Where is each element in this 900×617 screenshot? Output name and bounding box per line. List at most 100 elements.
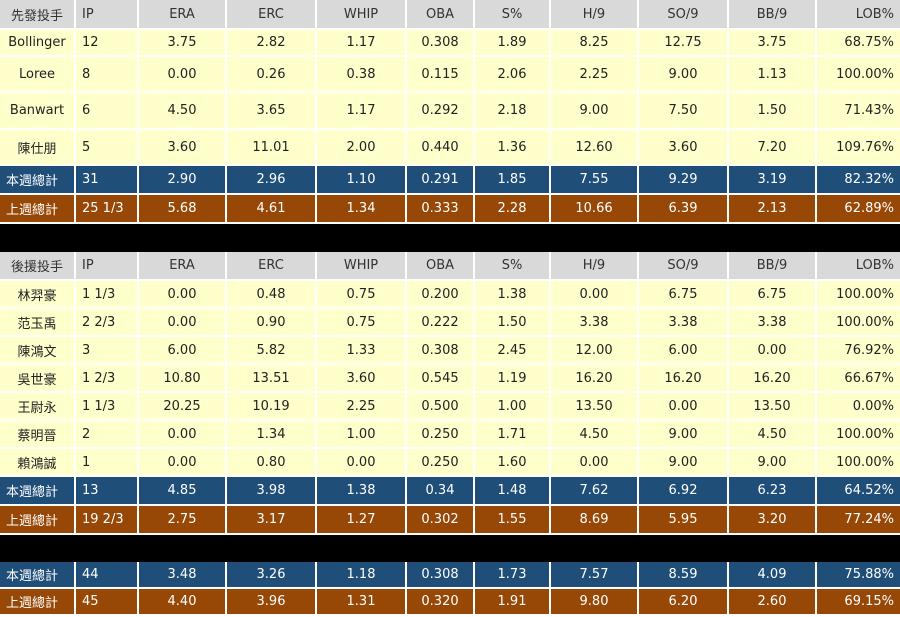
- stat-cell: 7.55: [551, 166, 637, 193]
- stat-cell: 2: [76, 421, 137, 447]
- stat-cell: 1.10: [317, 166, 405, 193]
- stat-cell: H/9: [551, 252, 637, 279]
- stat-cell: 1.33: [317, 337, 405, 363]
- stat-cell: 3.48: [139, 562, 225, 587]
- stat-cell: 2.00: [317, 130, 405, 164]
- stat-cell: 64.52%: [817, 477, 900, 504]
- stat-cell: 4.50: [729, 421, 815, 447]
- stat-cell: 6: [76, 93, 137, 128]
- row-label: 林羿豪: [0, 281, 74, 307]
- stat-cell: 0.291: [407, 166, 473, 193]
- stat-cell: 16.20: [639, 365, 727, 391]
- pitcher-row: Banwart 6 4.50 3.65 1.17 0.292 2.18 9.00 7.50 1.5…: [0, 93, 900, 130]
- row-label: 吳世豪: [0, 365, 74, 391]
- stat-cell: 1 1/3: [76, 281, 137, 307]
- stat-cell: 6.23: [729, 477, 815, 504]
- stat-cell: 7.57: [551, 562, 637, 587]
- row-label: Loree: [0, 57, 74, 91]
- stat-cell: 3.38: [551, 309, 637, 335]
- stat-cell: 1.38: [475, 281, 549, 307]
- stat-cell: 75.88%: [817, 562, 900, 587]
- pitcher-row: Bollinger 12 3.75 2.82 1.17 0.308 1.89 8.25 12.7…: [0, 30, 900, 57]
- stat-cell: 3.20: [729, 506, 815, 533]
- stat-cell: 4.40: [139, 589, 225, 614]
- stat-cell: 12.00: [551, 337, 637, 363]
- stat-cell: 0.00%: [817, 393, 900, 419]
- stat-cell: 10.80: [139, 365, 225, 391]
- stat-cell: 7.50: [639, 93, 727, 128]
- stat-cell: 4.09: [729, 562, 815, 587]
- stat-cell: 1.71: [475, 421, 549, 447]
- row-label: 本週總計: [0, 477, 74, 504]
- row-label: 後援投手: [0, 252, 74, 279]
- stat-cell: 3.60: [639, 130, 727, 164]
- stat-cell: 0.00: [551, 449, 637, 475]
- stat-cell: 5.68: [139, 195, 225, 222]
- this-week-row: 本週總計 13 4.85 3.98 1.38 0.34 1.48 7.62 6.92 6.23 64…: [0, 477, 900, 506]
- header-row: 先發投手 IP ERA ERC WHIP OBA S% H/9 SO/9 BB/9 LOB%: [0, 0, 900, 30]
- stat-cell: 68.75%: [817, 30, 900, 55]
- stat-cell: 2.90: [139, 166, 225, 193]
- stat-cell: 1.89: [475, 30, 549, 55]
- pitcher-row: 林羿豪 1 1/3 0.00 0.48 0.75 0.200 1.38 0.00 6.75 6.7…: [0, 281, 900, 309]
- stat-cell: 4.61: [227, 195, 315, 222]
- stat-cell: 0.333: [407, 195, 473, 222]
- total-this-week-row: 本週總計 44 3.48 3.26 1.18 0.308 1.73 7.57 8.59 4.09 7…: [0, 562, 900, 589]
- stat-cell: 45: [76, 589, 137, 614]
- stat-cell: 0.500: [407, 393, 473, 419]
- stat-cell: 31: [76, 166, 137, 193]
- stat-cell: 0.250: [407, 421, 473, 447]
- stat-cell: 8.59: [639, 562, 727, 587]
- stat-cell: 0.00: [139, 281, 225, 307]
- stat-cell: OBA: [407, 0, 473, 28]
- stat-cell: 9.29: [639, 166, 727, 193]
- stat-cell: 0.38: [317, 57, 405, 91]
- stat-cell: 9.00: [639, 449, 727, 475]
- stat-cell: 8.25: [551, 30, 637, 55]
- row-label: 上週總計: [0, 506, 74, 533]
- row-label: 蔡明晉: [0, 421, 74, 447]
- stat-cell: 0.00: [139, 57, 225, 91]
- stat-cell: 6.75: [639, 281, 727, 307]
- stat-cell: 0.292: [407, 93, 473, 128]
- stat-cell: LOB%: [817, 0, 900, 28]
- stat-cell: 2.18: [475, 93, 549, 128]
- stat-cell: 1 1/3: [76, 393, 137, 419]
- stat-cell: 6.20: [639, 589, 727, 614]
- stat-cell: 2.60: [729, 589, 815, 614]
- row-label: 范玉禹: [0, 309, 74, 335]
- stat-cell: 10.66: [551, 195, 637, 222]
- stat-cell: 11.01: [227, 130, 315, 164]
- stat-cell: 0.75: [317, 281, 405, 307]
- stat-cell: 3.19: [729, 166, 815, 193]
- stat-cell: H/9: [551, 0, 637, 28]
- stat-cell: 1.17: [317, 93, 405, 128]
- this-week-row: 本週總計 31 2.90 2.96 1.10 0.291 1.85 7.55 9.29 3.19 8…: [0, 166, 900, 195]
- stat-cell: 0.308: [407, 30, 473, 55]
- stat-cell: 5.82: [227, 337, 315, 363]
- pitcher-row: 蔡明晉 2 0.00 1.34 1.00 0.250 1.71 4.50 9.00 4.50 100…: [0, 421, 900, 449]
- stat-cell: 0.00: [139, 421, 225, 447]
- stat-cell: 0.48: [227, 281, 315, 307]
- stat-cell: 1.38: [317, 477, 405, 504]
- last-week-row: 上週總計 19 2/3 2.75 3.17 1.27 0.302 1.55 8.69 5.95 3…: [0, 506, 900, 535]
- stat-cell: 100.00%: [817, 449, 900, 475]
- stat-cell: 2.13: [729, 195, 815, 222]
- stat-cell: 1 2/3: [76, 365, 137, 391]
- stat-cell: 0.440: [407, 130, 473, 164]
- stat-cell: 25 1/3: [76, 195, 137, 222]
- separator: [0, 224, 900, 252]
- stat-cell: 9.80: [551, 589, 637, 614]
- stat-cell: 2 2/3: [76, 309, 137, 335]
- stat-cell: 100.00%: [817, 281, 900, 307]
- stat-cell: ERC: [227, 0, 315, 28]
- stat-cell: 8: [76, 57, 137, 91]
- last-week-row: 上週總計 25 1/3 5.68 4.61 1.34 0.333 2.28 10.66 6.39…: [0, 195, 900, 224]
- stat-cell: 0.26: [227, 57, 315, 91]
- pitcher-row: 陳仕朋 5 3.60 11.01 2.00 0.440 1.36 12.60 3.60 7.20 1…: [0, 130, 900, 166]
- stat-cell: 0.250: [407, 449, 473, 475]
- stat-cell: 0.00: [317, 449, 405, 475]
- row-label: 先發投手: [0, 0, 74, 28]
- stat-cell: 1.60: [475, 449, 549, 475]
